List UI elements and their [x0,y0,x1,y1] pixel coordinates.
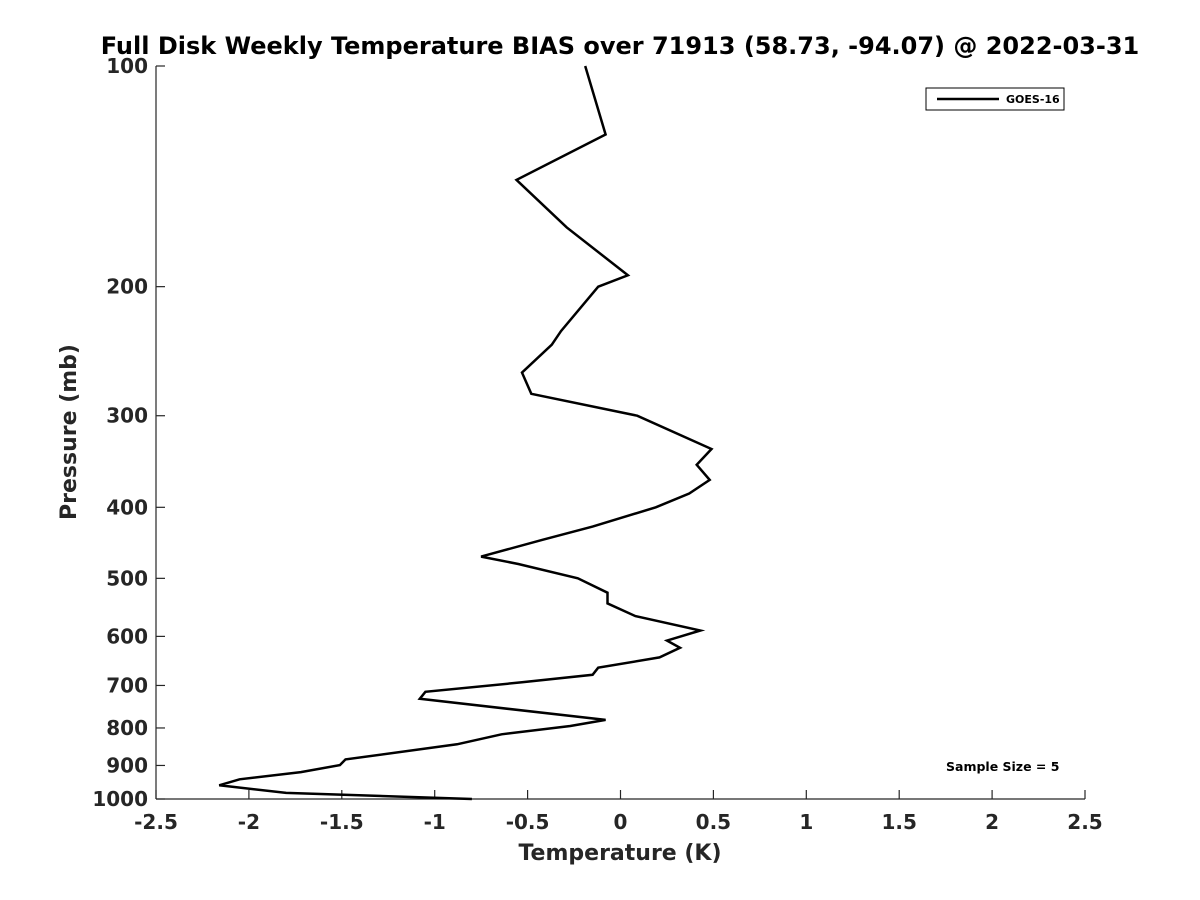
y-tick-label: 800 [106,716,148,740]
x-tick-label: -2.5 [134,810,178,834]
y-tick-label: 700 [106,673,148,697]
x-tick-label: 2 [985,810,999,834]
x-tick-label: -1 [424,810,446,834]
y-axis-ticks: 100 200 300 400 500 600 700 800 900 1000 [92,54,165,811]
x-tick-label: -2 [238,810,260,834]
x-axis-label: Temperature (K) [518,841,721,866]
y-tick-label: 1000 [92,787,148,811]
y-tick-label: 500 [106,566,148,590]
plot-area [156,66,1085,799]
y-tick-label: 200 [106,275,148,299]
legend: GOES-16 [925,87,1065,111]
y-tick-label: 900 [106,753,148,777]
chart-title: Full Disk Weekly Temperature BIAS over 7… [101,32,1140,60]
x-axis-ticks: -2.5 -2 -1.5 -1 -0.5 0 0.5 1 1.5 2 2.5 [134,790,1103,834]
x-tick-label: 2.5 [1067,810,1102,834]
legend-label-goes-16: GOES-16 [1006,93,1060,106]
y-tick-label: 400 [106,495,148,519]
x-tick-label: -1.5 [320,810,364,834]
sample-size-annotation: Sample Size = 5 [946,759,1059,774]
y-tick-label: 300 [106,404,148,428]
y-tick-label: 100 [106,54,148,78]
series-line-goes-16 [218,65,714,801]
x-tick-label: -0.5 [506,810,550,834]
x-tick-label: 1 [799,810,813,834]
x-tick-label: 0 [614,810,628,834]
x-tick-label: 0.5 [696,810,731,834]
x-tick-label: 1.5 [881,810,916,834]
y-tick-label: 600 [106,624,148,648]
y-axis-label: Pressure (mb) [57,344,82,520]
